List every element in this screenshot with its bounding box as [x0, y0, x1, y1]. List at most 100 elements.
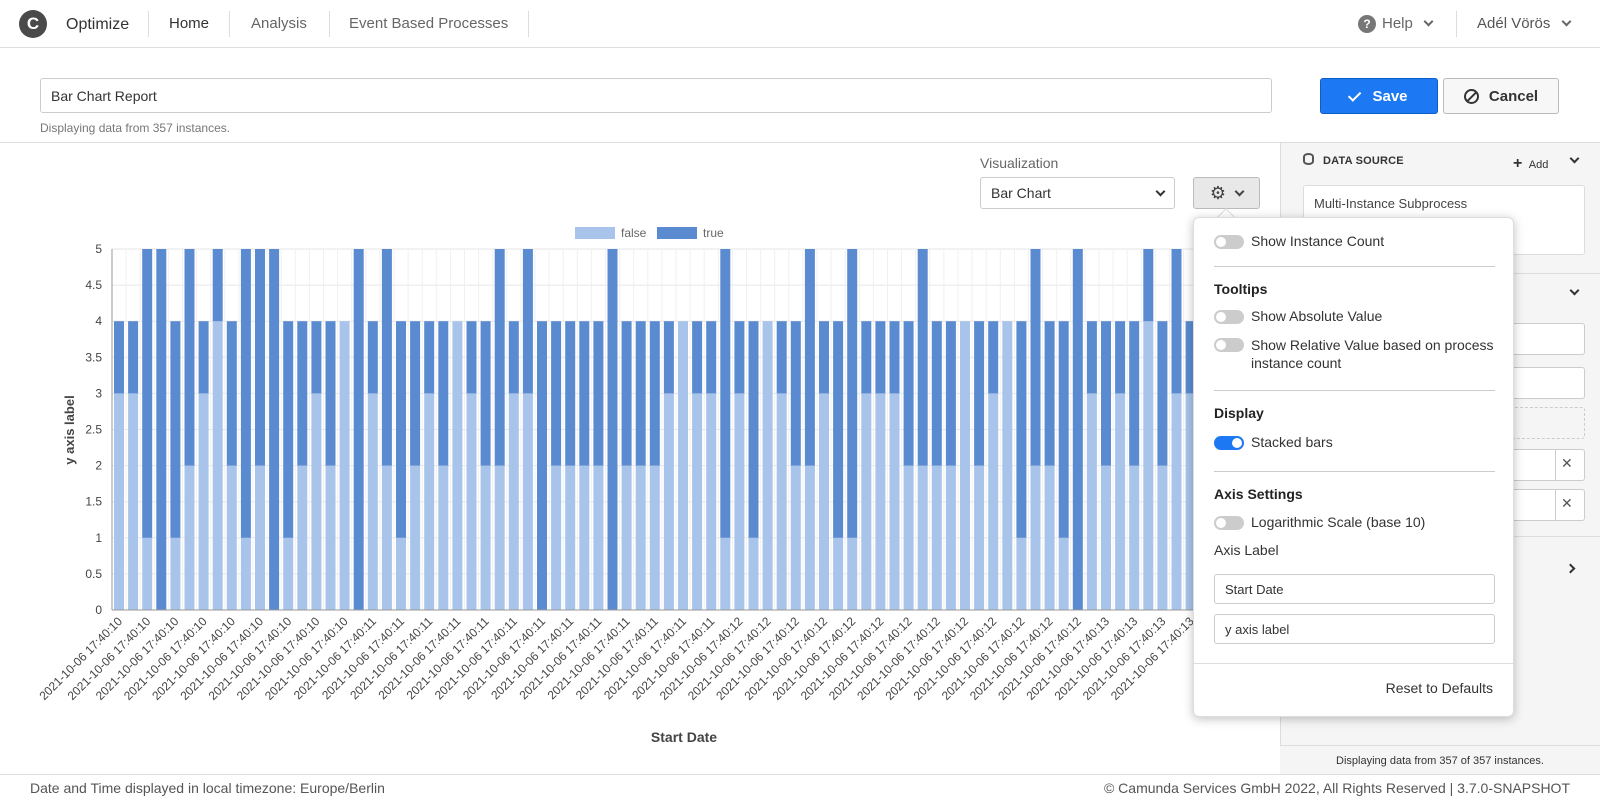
stacked-bars-toggle[interactable]: [1214, 436, 1244, 450]
relative-value-label: Show Relative Value based on process ins…: [1251, 337, 1494, 371]
panel-filter-row[interactable]: [1507, 489, 1585, 521]
panel-filter-row[interactable]: [1507, 449, 1585, 481]
camunda-logo-icon[interactable]: C: [19, 10, 47, 38]
add-data-source-button[interactable]: + Add: [1513, 155, 1548, 173]
instances-note: Displaying data from 357 instances.: [40, 121, 231, 135]
save-button[interactable]: Save: [1320, 78, 1438, 114]
bar-true: [424, 321, 435, 394]
bar-false: [819, 393, 829, 610]
bar-false: [621, 465, 632, 610]
bar-true: [283, 321, 294, 538]
axis-label-heading: Axis Label: [1214, 542, 1279, 558]
cancel-button[interactable]: Cancel: [1443, 78, 1559, 114]
visualization-selected: Bar Chart: [991, 185, 1051, 201]
bar-true: [1086, 321, 1097, 394]
data-source-title: DATA SOURCE: [1323, 155, 1404, 167]
help-icon[interactable]: ?: [1358, 15, 1376, 33]
bar-false: [297, 465, 308, 610]
brand-name[interactable]: Optimize: [66, 16, 130, 33]
legend-label-false: false: [621, 226, 647, 240]
bar-false: [1058, 537, 1069, 610]
bar-false: [466, 393, 477, 610]
y-tick-label: 5: [95, 242, 102, 256]
nav-divider: [329, 11, 330, 37]
bar-true: [579, 321, 590, 466]
bar-false: [889, 393, 900, 610]
popover-divider: [1214, 471, 1495, 472]
panel-dropzone[interactable]: [1507, 407, 1585, 439]
bar-false: [762, 321, 773, 610]
bar-true: [593, 321, 604, 466]
bar-true: [734, 321, 745, 394]
plus-icon: +: [1513, 155, 1523, 172]
add-label: Add: [1528, 159, 1549, 171]
user-menu[interactable]: Adél Vörös: [1477, 15, 1571, 32]
help-menu[interactable]: Help: [1382, 15, 1434, 32]
chevron-down-icon: [1561, 16, 1571, 27]
bar-false: [861, 393, 872, 610]
bar-false: [1185, 393, 1196, 610]
nav-item-event-based-processes[interactable]: Event Based Processes: [349, 15, 509, 32]
configuration-button[interactable]: ⚙: [1193, 177, 1260, 209]
y-tick-label: 2.5: [85, 423, 102, 437]
log-scale-label: Logarithmic Scale (base 10): [1251, 514, 1426, 530]
relative-value-toggle[interactable]: [1214, 338, 1244, 352]
x-axis-label-input[interactable]: [1214, 574, 1495, 604]
bar-true: [931, 321, 942, 466]
visualization-select[interactable]: Bar Chart: [980, 177, 1175, 209]
bar-false: [692, 393, 703, 610]
bar-false: [1129, 465, 1140, 610]
bar-false: [1030, 465, 1041, 610]
bar-false: [283, 537, 294, 610]
bar-true: [226, 321, 237, 466]
bar-false: [508, 393, 519, 610]
close-icon[interactable]: ✕: [1561, 495, 1573, 511]
bar-false: [410, 465, 421, 610]
bar-true: [861, 321, 872, 394]
panel-select[interactable]: [1507, 367, 1585, 399]
bar-false: [114, 393, 124, 610]
y-tick-label: 3: [95, 386, 102, 400]
bar-false: [226, 465, 237, 610]
y-tick-label: 4.5: [85, 278, 102, 292]
legend-swatch-false: [575, 227, 615, 239]
bar-false: [635, 465, 646, 610]
log-scale-toggle[interactable]: [1214, 516, 1244, 530]
instance-count-toggle[interactable]: [1214, 235, 1244, 249]
bar-true: [692, 321, 703, 394]
stacked-bars-label: Stacked bars: [1251, 434, 1333, 450]
reset-to-defaults-button[interactable]: Reset to Defaults: [1385, 680, 1493, 696]
bar-false: [551, 465, 562, 610]
bar-true: [706, 321, 717, 394]
bar-true: [114, 321, 124, 394]
report-name-input[interactable]: [40, 78, 1272, 113]
chevron-down-icon[interactable]: [1569, 153, 1580, 164]
bar-false: [1002, 321, 1013, 610]
panel-select[interactable]: [1507, 323, 1585, 355]
visualization-label: Visualization: [980, 155, 1059, 171]
bar-false: [1143, 321, 1154, 610]
bar-false: [663, 393, 674, 610]
bar-true: [367, 321, 378, 394]
bar-true: [988, 321, 999, 394]
bar-true: [649, 321, 660, 466]
close-icon[interactable]: ✕: [1561, 455, 1573, 471]
bar-false: [424, 393, 435, 610]
bar-false: [593, 465, 604, 610]
bar-true: [875, 321, 886, 394]
absolute-value-label: Show Absolute Value: [1251, 308, 1383, 324]
chevron-right-icon[interactable]: [1565, 563, 1576, 574]
y-axis-label-input[interactable]: [1214, 614, 1495, 644]
nav-item-home[interactable]: Home: [169, 15, 210, 32]
timezone-note: Date and Time displayed in local timezon…: [30, 780, 385, 796]
absolute-value-toggle[interactable]: [1214, 310, 1244, 324]
y-tick-label: 4: [95, 314, 102, 328]
nav-item-analysis[interactable]: Analysis: [251, 15, 307, 32]
bar-false: [875, 393, 886, 610]
bar-false: [565, 465, 576, 610]
chevron-down-icon[interactable]: [1569, 285, 1580, 296]
nav-divider: [148, 11, 149, 37]
bar-false: [649, 465, 660, 610]
bar-false: [1115, 393, 1126, 610]
bar-false: [170, 537, 181, 610]
